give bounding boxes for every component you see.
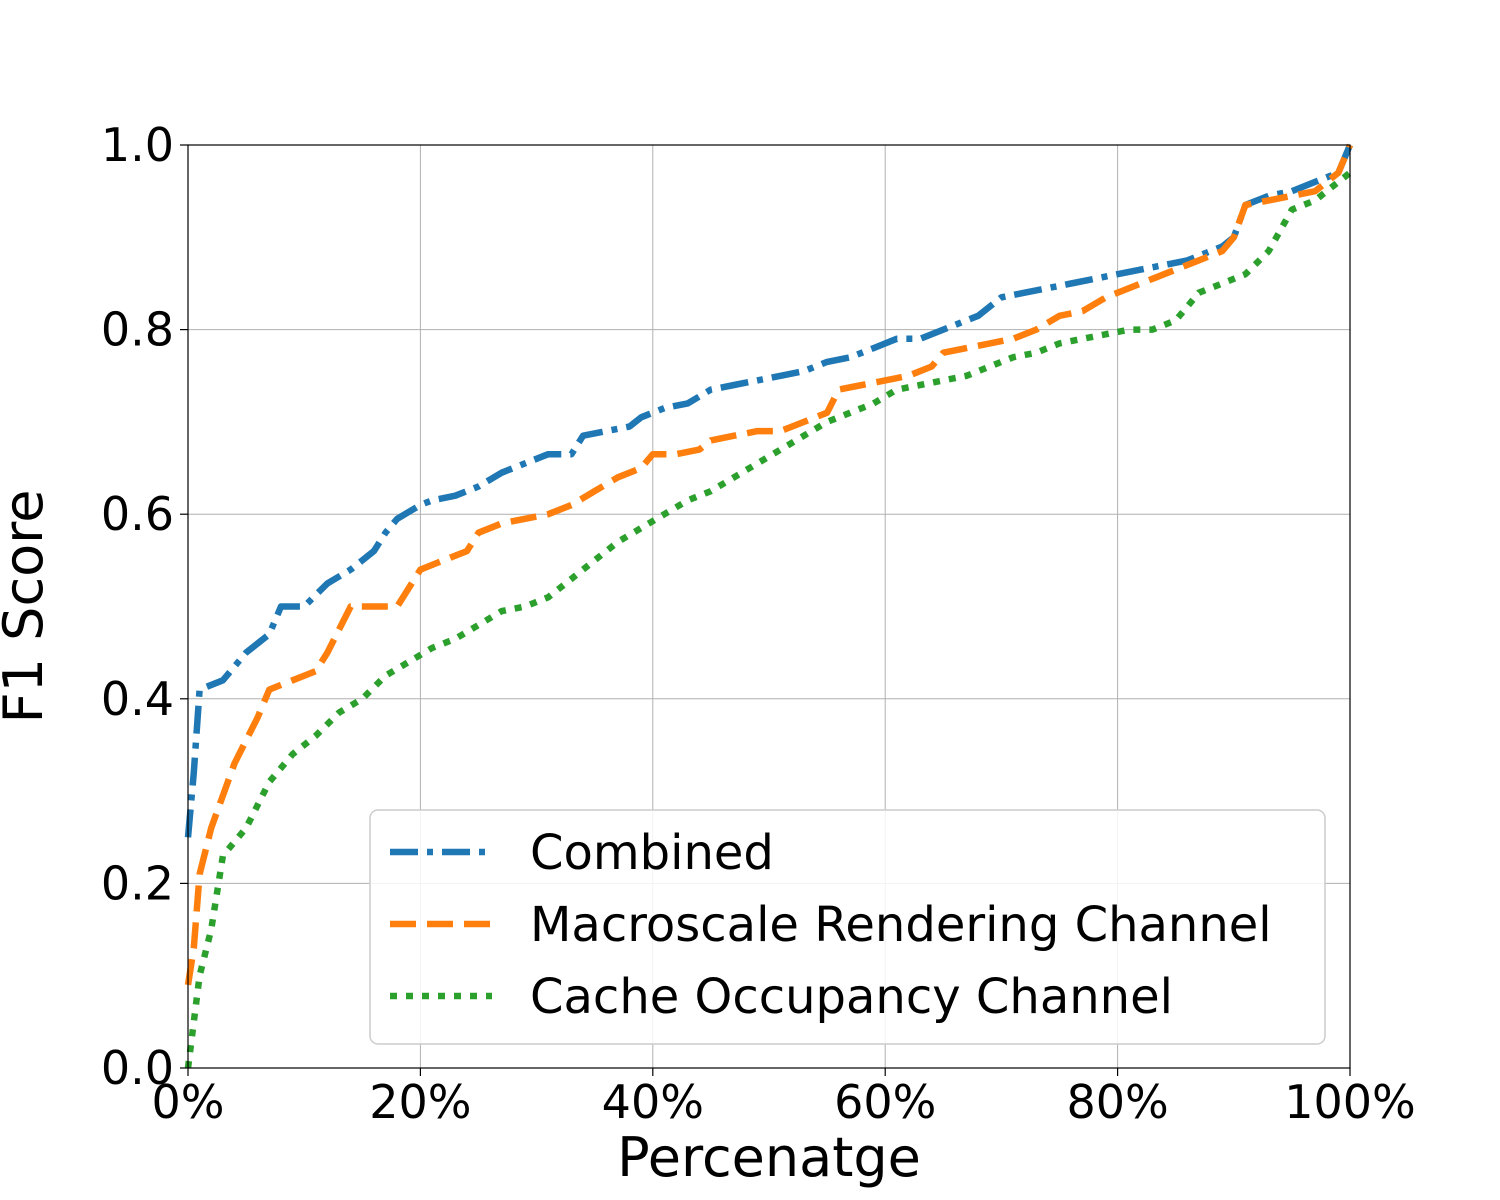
x-tick-label: 60% xyxy=(834,1075,936,1129)
legend-label: Macroscale Rendering Channel xyxy=(530,897,1272,953)
legend-label: Combined xyxy=(530,825,774,881)
y-axis-label: F1 Score xyxy=(0,490,55,724)
x-tick-label: 20% xyxy=(369,1075,471,1129)
x-tick-label: 0% xyxy=(152,1075,225,1129)
y-tick-label: 0.4 xyxy=(101,672,174,726)
series-line-1 xyxy=(184,143,1353,986)
y-tick-label: 0.0 xyxy=(101,1041,174,1095)
x-tick-label: 80% xyxy=(1066,1075,1168,1129)
series-lines xyxy=(184,143,1353,1069)
plot-frame xyxy=(187,144,1351,1069)
axis-ticks: 0% 20% 40% 60% 80% 100% 0.0 0.2 0.4 0.6 0.8 1.0 xyxy=(101,118,1416,1129)
legend-label: Cache Occupancy Channel xyxy=(530,969,1173,1025)
series-line-0 xyxy=(184,143,1353,838)
x-axis-label: Percenatge xyxy=(617,1126,921,1189)
x-tick-label: 40% xyxy=(602,1075,704,1129)
x-tick-label: 100% xyxy=(1284,1075,1416,1129)
y-tick-label: 1.0 xyxy=(101,118,174,172)
y-tick-label: 0.2 xyxy=(101,856,174,910)
legend: Combined Macroscale Rendering Channel Cach… xyxy=(369,809,1326,1045)
y-tick-label: 0.6 xyxy=(101,487,174,541)
legend-box xyxy=(369,809,1326,1045)
y-tick-label: 0.8 xyxy=(101,303,174,357)
